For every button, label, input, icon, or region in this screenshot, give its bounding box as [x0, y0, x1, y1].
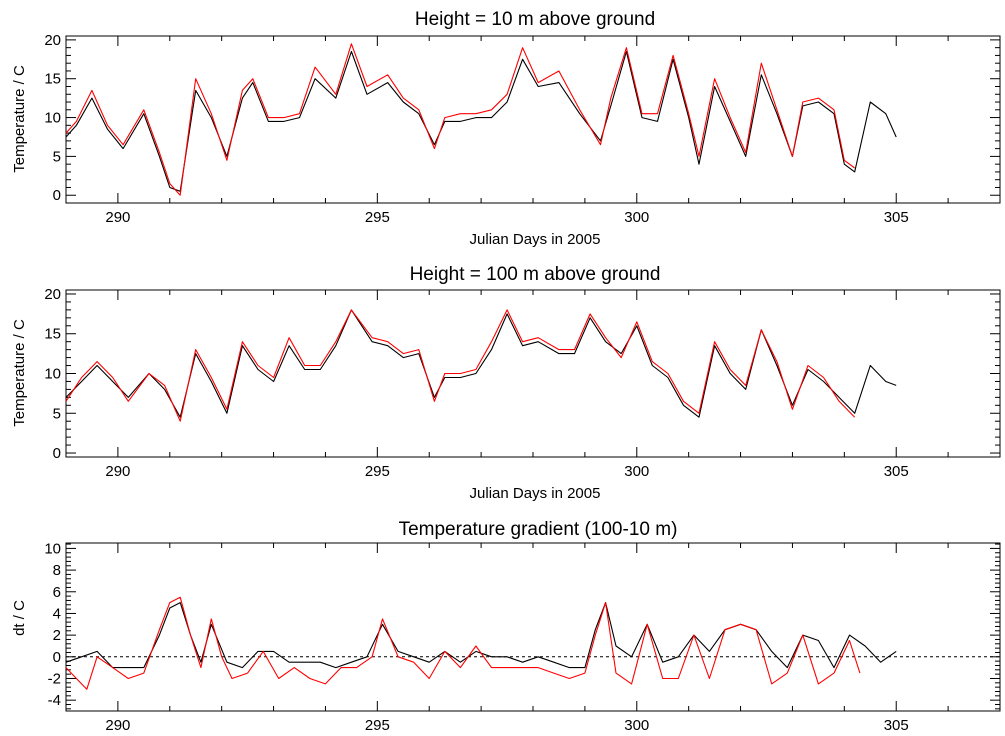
x-axis-label: Julian Days in 2005: [470, 485, 601, 502]
y-tick-label: 15: [44, 326, 61, 343]
y-tick-label: 5: [53, 148, 61, 165]
x-tick-label: 305: [884, 209, 909, 226]
series-line-black: [65, 50, 897, 192]
x-tick-label: 300: [624, 463, 649, 480]
series-line-black: [65, 309, 897, 418]
series-line-red: [65, 309, 856, 422]
y-tick-label: 2: [53, 627, 61, 644]
y-tick-label: 20: [44, 286, 61, 303]
y-axis-label: dt / C: [11, 600, 28, 636]
axes-frame: [65, 542, 1001, 712]
y-tick-label: 0: [53, 649, 61, 666]
panel-title: Temperature gradient (100-10 m): [399, 519, 678, 540]
y-tick-label: -2: [48, 670, 61, 687]
panel-temperature-10m: Height = 10 m above ground Julian Days i…: [11, 9, 1001, 248]
x-tick-label: 290: [105, 717, 130, 734]
axes-frame: [65, 289, 1001, 458]
x-tick-label: 300: [624, 209, 649, 226]
y-axis-label: Temperature / C: [11, 65, 28, 173]
x-tick-label: 305: [884, 717, 909, 734]
x-tick-label: 295: [365, 717, 390, 734]
y-tick-label: 4: [53, 605, 61, 622]
x-tick-label: 290: [105, 463, 130, 480]
y-tick-label: 10: [44, 366, 61, 383]
panel-temperature-100m: Height = 100 m above ground Julian Days …: [11, 264, 1001, 502]
y-tick-label: 15: [44, 71, 61, 88]
x-tick-label: 295: [365, 209, 390, 226]
panel-title: Height = 100 m above ground: [410, 264, 661, 285]
x-tick-label: 295: [365, 463, 390, 480]
x-axis-label: Julian Days in 2005: [470, 231, 601, 248]
axes-frame: [65, 35, 1001, 204]
y-tick-label: 10: [44, 110, 61, 127]
y-tick-label: -4: [48, 692, 61, 709]
y-tick-label: 6: [53, 584, 61, 601]
y-tick-label: 8: [53, 562, 61, 579]
panel-title: Height = 10 m above ground: [415, 9, 655, 30]
x-tick-label: 290: [105, 209, 130, 226]
y-tick-label: 10: [44, 540, 61, 557]
plot-area: 290 295 300 305 0 5 10 15 20: [44, 286, 1001, 480]
y-tick-label: 0: [53, 445, 61, 462]
series-line-red: [65, 43, 856, 196]
x-tick-label: 305: [884, 463, 909, 480]
panel-temperature-gradient: Temperature gradient (100-10 m) dt / C 2…: [11, 519, 1001, 734]
series-line-red: [65, 596, 861, 690]
y-axis-label: Temperature / C: [11, 319, 28, 427]
y-tick-label: 20: [44, 32, 61, 49]
plot-area: 290 295 300 305 0 5 10 15 20: [44, 32, 1001, 226]
y-tick-label: 0: [53, 187, 61, 204]
plot-area: 290 295 300 305 -4 -2 0 2 4 6 8 10: [44, 540, 1001, 734]
y-tick-label: 5: [53, 405, 61, 422]
x-tick-label: 300: [624, 717, 649, 734]
